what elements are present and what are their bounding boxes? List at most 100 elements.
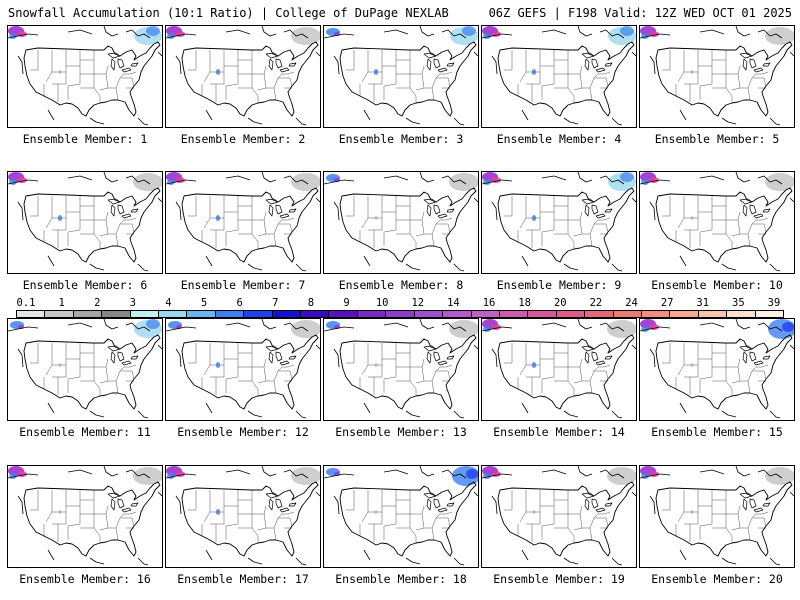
us-snowfall-map: [166, 26, 320, 126]
great-lake: [446, 62, 455, 67]
border-line: [482, 33, 513, 39]
great-lake: [121, 507, 132, 513]
state-boundary: [99, 73, 109, 91]
state-boundary: [251, 380, 259, 396]
border-line: [333, 201, 340, 221]
state-boundary: [396, 50, 411, 61]
state-boundary: [712, 220, 727, 235]
great-lake: [595, 507, 606, 513]
state-boundary: [346, 343, 355, 364]
border-line: [17, 348, 24, 368]
state-boundary: [699, 523, 713, 540]
state-boundary: [223, 50, 238, 67]
colorbar-swatch: [45, 311, 74, 317]
ensemble-map-panel: [639, 465, 795, 568]
border-line: [89, 557, 105, 565]
great-lake: [110, 498, 116, 511]
colorbar-tick-label: 35: [732, 297, 745, 309]
ensemble-map-panel: [639, 318, 795, 421]
border-line: [89, 263, 105, 271]
snow-overlay: [8, 172, 162, 221]
state-boundary: [203, 50, 211, 83]
state-boundary: [210, 506, 225, 525]
colorbar-tick-label: 5: [200, 297, 208, 309]
state-boundary: [712, 74, 727, 89]
state-boundary: [396, 367, 411, 382]
great-lake: [107, 345, 121, 352]
state-boundary: [447, 517, 451, 527]
great-lake: [742, 351, 748, 364]
border-line: [735, 26, 751, 37]
ensemble-member-label: Ensemble Member: 15: [651, 425, 783, 439]
border-line: [137, 117, 149, 126]
state-boundary: [756, 71, 769, 75]
border-line: [679, 549, 687, 561]
border-line: [611, 263, 623, 272]
border-line: [757, 29, 783, 39]
state-boundary: [431, 513, 441, 529]
border-line: [166, 33, 197, 39]
colorbar-tick-label: 2: [94, 297, 101, 309]
state-boundary: [238, 353, 253, 368]
us-snowfall-map: [640, 26, 794, 126]
border-line: [599, 175, 625, 185]
border-line: [577, 466, 593, 477]
border-line: [47, 402, 55, 414]
state-boundary: [383, 376, 397, 393]
great-lake: [110, 58, 116, 71]
colorbar-tick-label: 22: [589, 297, 603, 309]
border-line: [405, 117, 421, 125]
state-boundary: [368, 212, 383, 231]
border-line: [67, 322, 93, 328]
border-line: [205, 255, 213, 267]
state-boundary: [257, 513, 267, 531]
state-boundary: [573, 513, 583, 531]
state-boundary: [93, 527, 101, 543]
border-line: [205, 109, 213, 121]
colorbar-tick-label: 12: [411, 297, 425, 309]
great-lake: [288, 62, 297, 67]
state-boundary: [662, 343, 671, 364]
border-line: [89, 117, 105, 125]
state-boundary: [52, 212, 67, 231]
great-lake: [742, 498, 748, 511]
state-boundary: [554, 490, 569, 501]
border-line: [166, 326, 197, 332]
ensemble-map-panel: [481, 318, 637, 421]
border-line: [157, 197, 162, 203]
colorbar-tick-label: 16: [482, 297, 496, 309]
state-boundary: [697, 490, 712, 507]
state-boundary: [396, 353, 411, 368]
state-boundary: [712, 514, 727, 529]
border-line: [295, 117, 307, 126]
border-line: [577, 319, 593, 330]
map-title: Snowfall Accumulation (10:1 Ratio) | Col…: [8, 6, 449, 20]
state-boundary: [131, 77, 135, 87]
state-boundary: [605, 370, 609, 380]
great-lake: [762, 62, 771, 67]
border-line: [324, 326, 355, 332]
state-boundary: [699, 229, 713, 246]
ensemble-map-panel: [481, 25, 637, 128]
state-boundary: [30, 50, 39, 71]
border-line: [757, 322, 783, 332]
great-lake: [423, 492, 437, 499]
state-boundary: [756, 511, 769, 515]
us-outline: [655, 334, 793, 410]
state-boundary: [124, 217, 137, 221]
state-boundary: [519, 196, 527, 229]
state-boundary: [684, 212, 699, 231]
great-lake: [275, 351, 283, 362]
border-line: [8, 179, 39, 185]
great-lake: [742, 58, 748, 71]
state-boundary: [45, 490, 53, 523]
state-boundary: [65, 490, 80, 507]
great-lake: [107, 52, 121, 59]
colorbar-swatch: [556, 311, 586, 317]
state-boundary: [684, 506, 699, 525]
border-line: [649, 495, 656, 515]
border-line: [225, 322, 251, 328]
state-boundary: [361, 343, 369, 376]
state-boundary: [396, 74, 411, 89]
border-line: [137, 557, 149, 566]
